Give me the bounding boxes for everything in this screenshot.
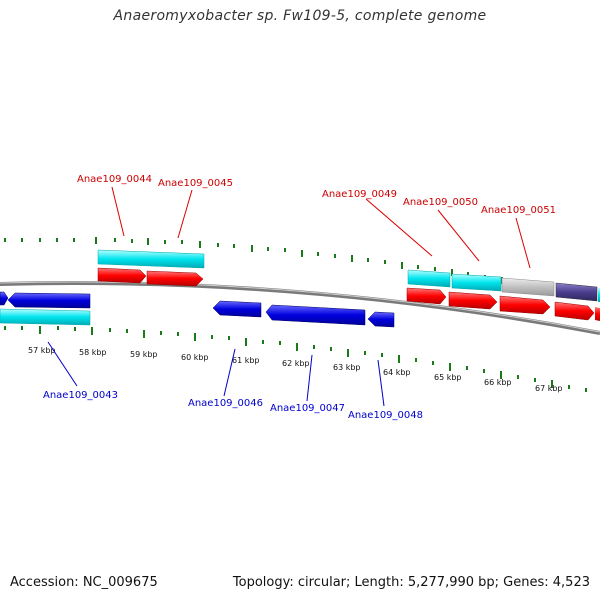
kbp-scale-labels: 57 kbp 58 kbp 59 kbp 60 kbp 61 kbp 62 kb… <box>28 346 563 393</box>
gene-label-forward[interactable]: Anae109_0051 <box>481 205 556 216</box>
cds-block[interactable] <box>97 249 205 269</box>
kbp-label: 65 kbp <box>434 373 462 382</box>
gene-arrow-forward[interactable] <box>554 301 595 321</box>
kbp-label: 61 kbp <box>232 356 260 365</box>
gene-label-forward[interactable]: Anae109_0044 <box>77 174 152 185</box>
forward-cds-track <box>97 249 600 302</box>
gene-label-reverse[interactable]: Anae109_0046 <box>188 398 263 409</box>
topology-text: Topology: circular; Length: 5,277,990 bp… <box>232 575 590 590</box>
gene-arrow-forward[interactable] <box>499 295 551 315</box>
gene-arrow-reverse[interactable] <box>7 292 91 309</box>
gene-labels: Anae109_0044 Anae109_0045 Anae109_0049 A… <box>43 174 556 421</box>
kbp-label: 63 kbp <box>333 363 361 372</box>
kbp-label: 64 kbp <box>383 368 411 377</box>
genome-backbone-highlight <box>0 281 600 333</box>
kbp-label: 60 kbp <box>181 353 209 362</box>
cds-block[interactable] <box>407 269 451 288</box>
gene-label-forward[interactable]: Anae109_0049 <box>322 189 397 200</box>
gene-label-forward[interactable]: Anae109_0050 <box>403 197 478 208</box>
cds-block[interactable] <box>555 282 598 302</box>
kbp-label: 59 kbp <box>130 350 158 359</box>
forward-genes <box>97 267 600 321</box>
gene-arrow-forward[interactable] <box>595 307 600 321</box>
cds-block[interactable] <box>0 308 91 326</box>
gene-label-reverse[interactable]: Anae109_0048 <box>348 410 423 421</box>
cds-block[interactable] <box>501 277 555 297</box>
reverse-genes <box>0 291 395 328</box>
gene-arrow-forward[interactable] <box>448 291 498 310</box>
genome-title: Anaeromyxobacter sp. Fw109-5, complete g… <box>113 8 487 24</box>
gene-arrow-reverse[interactable] <box>265 304 366 326</box>
label-leader-lines <box>47 186 531 407</box>
kbp-label: 66 kbp <box>484 378 512 387</box>
kbp-label: 57 kbp <box>28 346 56 355</box>
gene-label-forward[interactable]: Anae109_0045 <box>158 178 233 189</box>
accession-text: Accession: NC_009675 <box>10 575 158 590</box>
inner-tick-ring <box>4 326 587 392</box>
genome-backbone <box>0 281 600 335</box>
reverse-cds-track <box>0 308 91 326</box>
kbp-label: 62 kbp <box>282 359 310 368</box>
gene-arrow-forward[interactable] <box>97 267 147 284</box>
kbp-label: 67 kbp <box>535 384 563 393</box>
kbp-label: 58 kbp <box>79 348 107 357</box>
cds-block[interactable] <box>451 273 502 292</box>
gene-arrow-reverse[interactable] <box>0 291 9 306</box>
gene-label-reverse[interactable]: Anae109_0047 <box>270 403 345 414</box>
gene-arrow-reverse[interactable] <box>212 300 262 318</box>
gene-arrow-forward[interactable] <box>406 287 447 305</box>
gene-label-reverse[interactable]: Anae109_0043 <box>43 390 118 401</box>
gene-arrow-reverse[interactable] <box>367 311 395 328</box>
gene-arrow-forward[interactable] <box>146 270 204 287</box>
